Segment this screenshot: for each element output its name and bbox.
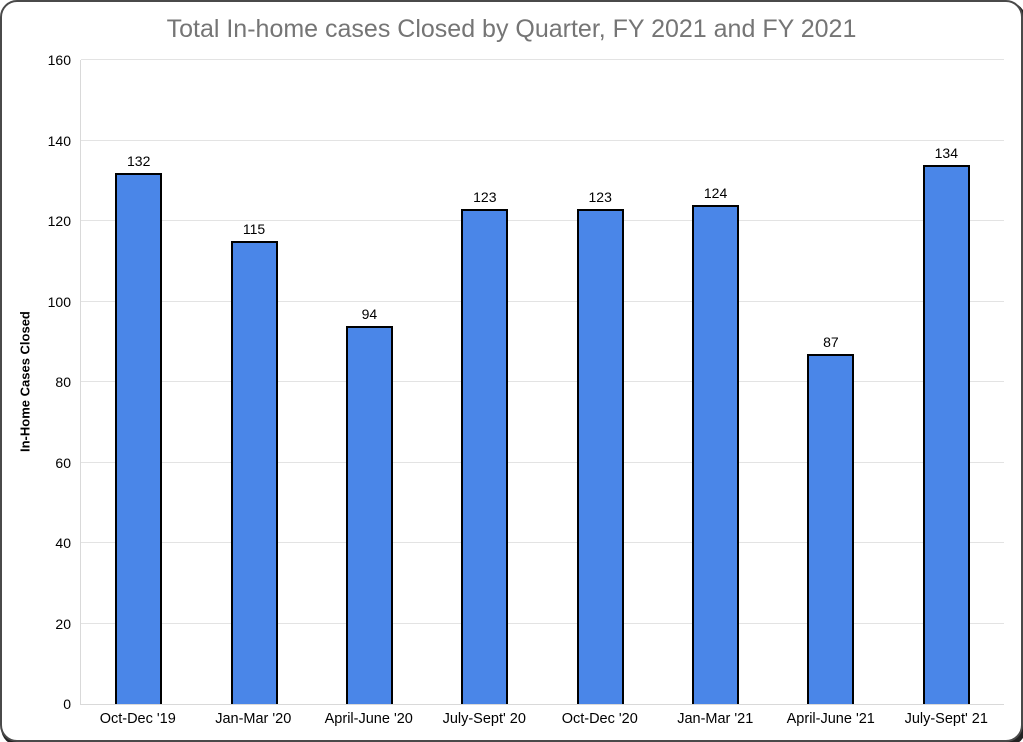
bar: 123 — [576, 189, 624, 704]
bar-value-label: 115 — [242, 221, 266, 238]
y-axis-title: In-Home Cases Closed — [17, 311, 33, 453]
gridline — [81, 300, 1004, 302]
bar-slot: 123 — [427, 60, 542, 704]
bar: 132 — [115, 153, 163, 704]
gridline — [81, 220, 1004, 221]
bar-slot: 124 — [658, 60, 773, 704]
x-tick-label: April-June '21 — [786, 711, 875, 727]
bar: 94 — [345, 306, 393, 704]
bar-value-label: 132 — [127, 152, 151, 169]
y-tick-label: 40 — [55, 535, 71, 551]
bar: 123 — [461, 189, 509, 704]
y-tick-label: 60 — [55, 454, 71, 471]
gridline — [81, 542, 1004, 543]
y-tick-label: 100 — [47, 293, 71, 310]
bar-slot: 87 — [773, 60, 888, 704]
chart-title: Total In-home cases Closed by Quarter, F… — [166, 15, 857, 43]
x-tick-label: July-Sept' 21 — [904, 711, 988, 727]
bar-value-label: 123 — [588, 188, 612, 205]
y-tick-label: 120 — [47, 213, 71, 229]
gridline — [81, 139, 1004, 141]
bar: 115 — [230, 221, 278, 704]
x-tick-label: Oct-Dec '20 — [561, 711, 638, 727]
x-tick-label: Oct-Dec '19 — [99, 711, 176, 727]
x-tick-label: Jan-Mar '21 — [677, 711, 754, 727]
x-axis-labels: Oct-Dec '19 Jan-Mar '20 April-June '20 July… — [80, 711, 1004, 727]
bar: 134 — [922, 145, 970, 704]
bar: 124 — [692, 185, 740, 704]
plot-area: In-Home Cases Closed 0 20 40 60 80 100 120 140 1… — [18, 52, 1004, 712]
bar: 87 — [807, 334, 855, 704]
y-tick-label: 140 — [47, 132, 71, 149]
y-tick-label: 0 — [63, 696, 71, 712]
gridline — [81, 381, 1004, 382]
bars-container: 132 115 94 123 123 124 87 134 — [81, 60, 1004, 704]
bar-slot: 123 — [543, 60, 658, 704]
bar-slot: 134 — [889, 60, 1004, 704]
bar-value-label: 87 — [823, 333, 839, 350]
bar-slot: 115 — [196, 60, 311, 704]
y-tick-label: 80 — [55, 374, 71, 390]
x-tick-label: Jan-Mar '20 — [215, 711, 292, 727]
y-tick-label: 20 — [55, 615, 71, 632]
x-tick-label: July-Sept' 20 — [442, 711, 526, 727]
bar-value-label: 134 — [934, 144, 958, 161]
bar-value-label: 124 — [703, 184, 728, 201]
gridline — [81, 461, 1004, 463]
bar-slot: 132 — [81, 60, 196, 704]
bar-value-label: 123 — [473, 188, 497, 205]
bar-slot: 94 — [312, 60, 427, 704]
x-tick-label: April-June '20 — [324, 711, 413, 727]
gridline — [81, 59, 1004, 60]
gridline — [81, 622, 1004, 624]
bar-value-label: 94 — [361, 305, 378, 322]
y-tick-label: 160 — [47, 52, 71, 68]
